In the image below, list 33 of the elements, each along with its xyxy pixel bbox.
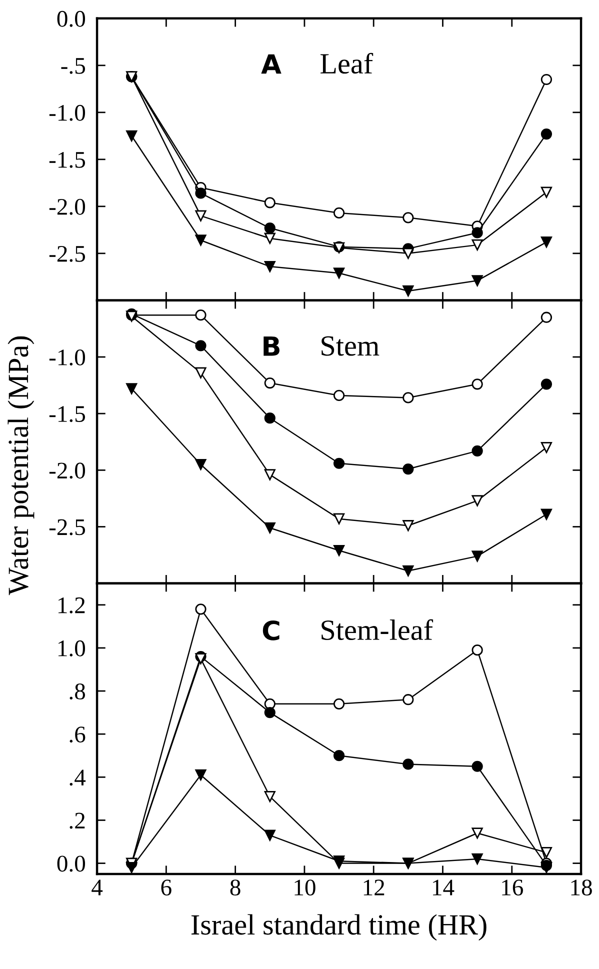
text: A (261, 54, 282, 74)
text: Leaf (320, 52, 374, 74)
y-tick-label: -2.0 (49, 462, 86, 479)
text: Stem (322, 336, 380, 356)
text: Stem-leaf (322, 619, 434, 640)
text: B (264, 336, 280, 356)
y-tick-label: .6 (70, 726, 86, 743)
text: C (262, 620, 280, 640)
y-tick-label: -2.0 (49, 198, 86, 215)
x-tick-label: 16 (502, 880, 523, 896)
y-tick-label: -1.5 (49, 152, 86, 168)
y-tick-label: 1.2 (58, 597, 85, 614)
y-tick-label: -1.5 (49, 406, 86, 422)
y-tick-label: .4 (70, 770, 86, 786)
y-tick-label: -2.5 (49, 519, 86, 536)
y-tick-label: 0.0 (57, 856, 86, 872)
x-tick-label: 14 (433, 880, 454, 896)
x-tick-label: 8 (230, 880, 240, 896)
y-axis-title: Water potential (MPa) (8, 336, 34, 596)
y-tick-label: .8 (70, 683, 86, 700)
y-tick-label: .2 (70, 812, 85, 829)
x-axis-title: Israel standard time (HR) (191, 914, 486, 941)
x-tick-label: 6 (161, 880, 172, 896)
y-tick-label: -1.0 (49, 349, 86, 366)
x-tick-label: 10 (294, 880, 316, 896)
y-tick-label: -2.5 (49, 246, 86, 262)
x-tick-label: 4 (92, 880, 103, 896)
x-tick-label: 18 (571, 880, 592, 896)
y-tick-label: 0.0 (57, 10, 86, 27)
y-tick-label: -.5 (61, 58, 86, 74)
y-tick-label: -1.0 (49, 104, 86, 121)
y-tick-label: 1.0 (58, 640, 86, 656)
x-tick-label: 12 (364, 880, 384, 896)
